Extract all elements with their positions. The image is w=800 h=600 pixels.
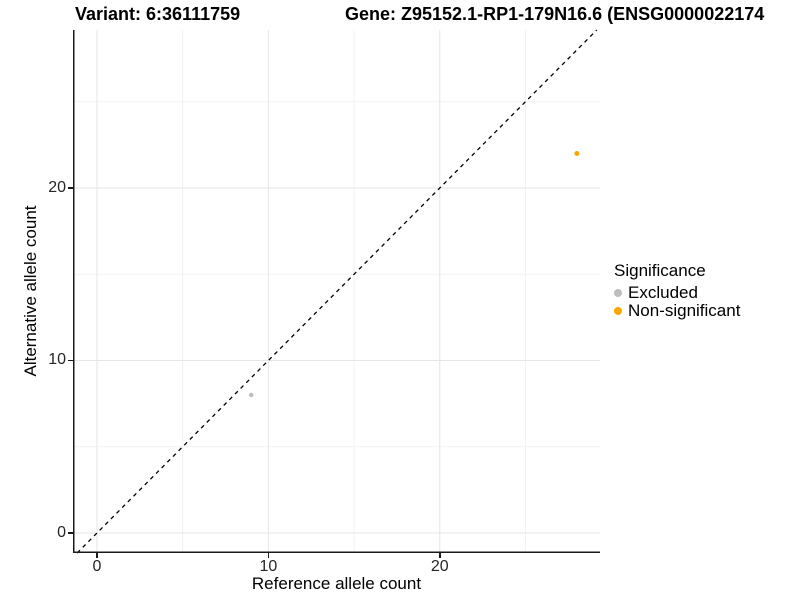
y-tick-mark: [68, 532, 73, 534]
excluded-swatch-icon: [614, 289, 622, 297]
legend-item-excluded: Excluded: [614, 283, 740, 302]
plot-canvas: [73, 29, 600, 554]
legend-item-label: Excluded: [628, 283, 698, 302]
x-tick-label: 20: [430, 558, 449, 575]
data-point-excluded: [249, 392, 254, 398]
x-axis-title: Reference allele count: [251, 574, 422, 593]
y-tick-mark: [68, 187, 73, 189]
x-tick-label: 0: [92, 558, 102, 575]
y-tick-mark: [68, 359, 73, 362]
legend-item-label: Non-significant: [628, 301, 741, 320]
x-tick-mark: [267, 553, 270, 558]
legend-item-non-significant: Non-significant: [614, 301, 741, 320]
data-point-non-significant: [574, 151, 580, 157]
y-axis-title: Alternative allele count: [21, 205, 40, 377]
plot-panel: [73, 29, 600, 554]
gene-title: Gene: Z95152.1-RP1-179N16.6 (ENSG0000022…: [345, 4, 765, 24]
x-tick-mark: [96, 553, 98, 558]
legend: Significance Excluded Non-significant: [614, 261, 740, 320]
x-tick-label: 10: [259, 558, 278, 575]
legend-title: Significance: [614, 261, 706, 280]
identity-reference-line: [76, 29, 598, 554]
y-tick-label: 0: [57, 523, 66, 541]
variant-title: Variant: 6:36111759: [75, 4, 241, 24]
x-tick-mark: [439, 553, 441, 558]
y-tick-label: 20: [48, 179, 66, 196]
y-tick-label: 10: [48, 351, 66, 369]
non-significant-swatch-icon: [614, 307, 622, 315]
